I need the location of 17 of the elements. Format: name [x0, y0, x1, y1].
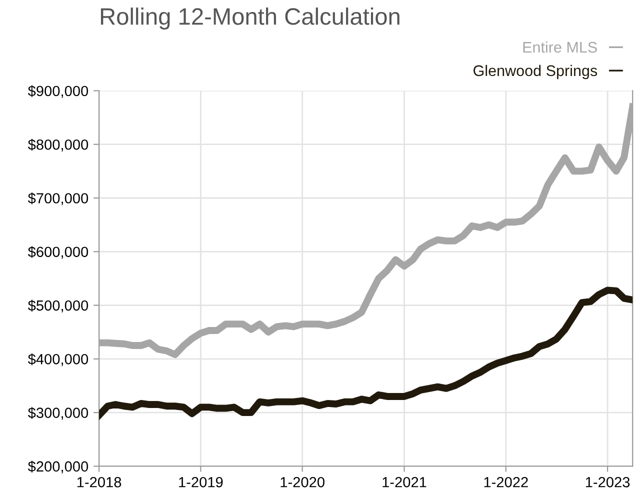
- y-tick-label: $600,000: [28, 246, 88, 259]
- x-tick-label: 1-2019: [179, 477, 223, 488]
- y-tick-label: $900,000: [28, 85, 88, 98]
- x-tick-label: 1-2022: [484, 477, 528, 488]
- y-tick-label: $200,000: [28, 460, 88, 474]
- y-tick-label: $400,000: [28, 353, 88, 366]
- legend-label: Entire MLS: [523, 41, 597, 53]
- x-tick-label: 1-2020: [280, 477, 324, 488]
- x-tick-label: 1-2018: [77, 477, 122, 488]
- y-tick-label: $800,000: [28, 138, 88, 152]
- y-tick-label: $500,000: [28, 300, 88, 312]
- y-tick-label: $700,000: [28, 192, 88, 206]
- legend-label: Glenwood Springs: [474, 64, 598, 80]
- chart-title: Rolling 12-Month Calculation: [100, 8, 400, 30]
- x-tick-label: 1-2021: [382, 477, 426, 488]
- y-tick-label: $300,000: [28, 407, 88, 420]
- x-tick-label: 1-2023: [586, 477, 630, 488]
